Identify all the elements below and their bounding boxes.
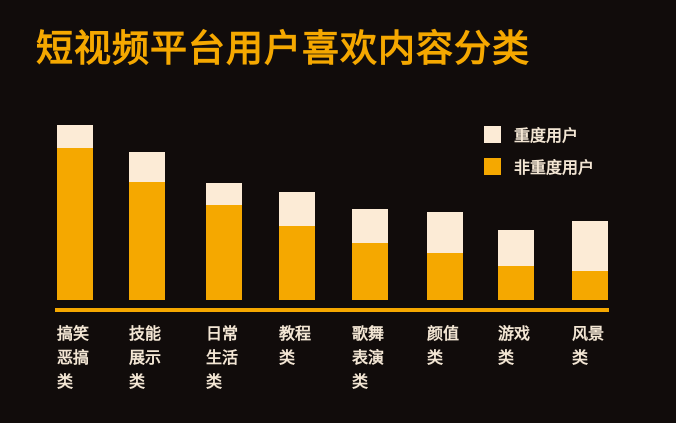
bar <box>129 152 165 300</box>
category-label: 颜值类 <box>427 324 460 367</box>
bar <box>498 230 534 300</box>
bar <box>352 209 388 300</box>
bar-segment-non-heavy <box>279 226 315 300</box>
legend-swatch-non-heavy <box>484 157 501 175</box>
legend-item-non-heavy: 非重度用户 <box>484 150 594 182</box>
category-label: 歌舞 表演类 <box>352 324 385 391</box>
bar-segment-heavy <box>206 183 242 205</box>
chart-title: 短视频平台用户喜欢内容分类 <box>36 27 530 70</box>
bar-segment-heavy <box>427 212 463 253</box>
bar-segment-heavy <box>352 209 388 243</box>
bar-segment-non-heavy <box>572 271 608 300</box>
bar-segment-heavy <box>129 152 165 182</box>
bar-segment-heavy <box>57 125 93 148</box>
bar <box>572 221 608 300</box>
bar-segment-non-heavy <box>206 205 242 300</box>
bar-segment-heavy <box>572 221 608 271</box>
bar-segment-non-heavy <box>57 148 93 300</box>
category-label: 风景类 <box>572 324 605 367</box>
bar-segment-heavy <box>498 230 534 266</box>
x-axis-baseline <box>55 308 609 312</box>
legend: 重度用户 非重度用户 <box>484 118 594 182</box>
category-label: 技能 展示类 <box>129 324 162 391</box>
legend-label: 非重度用户 <box>514 158 595 177</box>
category-label: 游戏类 <box>498 324 531 367</box>
bar <box>427 212 463 300</box>
category-label: 日常 生活类 <box>206 324 239 391</box>
bar-segment-non-heavy <box>129 182 165 300</box>
category-label: 教程类 <box>279 324 312 367</box>
bar-segment-non-heavy <box>427 253 463 300</box>
bar <box>57 125 93 300</box>
bar-segment-non-heavy <box>498 266 534 300</box>
category-label: 搞笑 恶搞类 <box>57 324 90 391</box>
bar <box>279 192 315 300</box>
legend-item-heavy: 重度用户 <box>484 118 594 150</box>
bar-segment-heavy <box>279 192 315 226</box>
legend-label: 重度用户 <box>514 126 579 145</box>
bar <box>206 183 242 300</box>
bar-segment-non-heavy <box>352 243 388 300</box>
legend-swatch-heavy <box>484 125 501 143</box>
